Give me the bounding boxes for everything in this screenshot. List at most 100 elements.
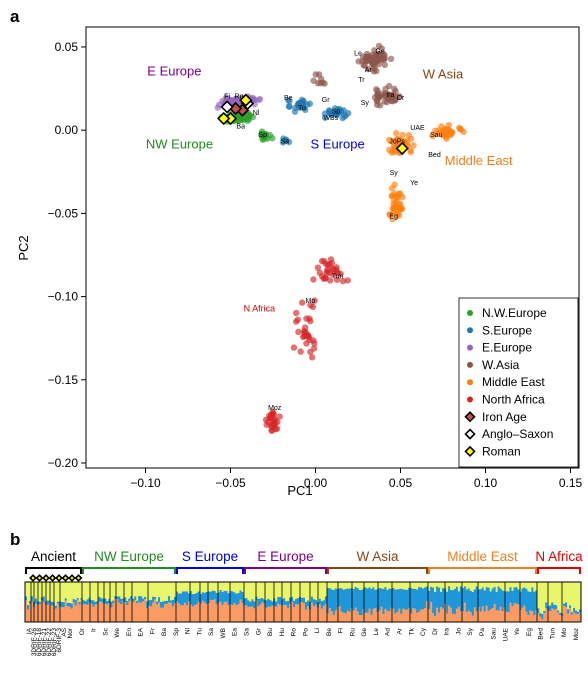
ancestry-segment: [372, 582, 375, 588]
sample-point: [392, 130, 400, 137]
ancestry-segment: [257, 606, 260, 622]
population-label: Tun: [332, 273, 344, 280]
x-tick-label: 0.00: [304, 476, 328, 490]
ancestry-segment: [148, 605, 151, 622]
ancestry-segment: [126, 605, 129, 622]
ancestry-segment: [447, 582, 451, 587]
ancestry-segment: [352, 582, 355, 589]
ancestry-segment: [289, 597, 292, 605]
sample-label: Cy: [420, 627, 427, 636]
sample-label: Tu: [196, 628, 203, 636]
ancestry-segment: [154, 599, 157, 622]
ancestry-segment: [465, 589, 469, 612]
sample-point: [322, 260, 329, 268]
ancestry-segment: [519, 591, 522, 610]
population-label: Nl: [253, 110, 260, 117]
y-tick-label: −0.15: [48, 373, 79, 387]
sample-point: [302, 329, 309, 336]
ancestry-segment: [116, 599, 119, 622]
ancestry-segment: [205, 582, 208, 592]
ancestry-segment: [555, 582, 558, 606]
ancestry-segment: [563, 605, 566, 622]
ancestry-segment: [150, 606, 153, 622]
ancestry-segment: [249, 606, 252, 622]
legend-dot: [467, 327, 473, 334]
ancestry-segment: [348, 611, 351, 622]
population-label: Ru: [235, 94, 244, 101]
population-label: Sy: [390, 170, 399, 177]
ancestry-segment: [422, 582, 425, 589]
sample-point: [405, 132, 413, 139]
population-label: Ge: [375, 49, 384, 56]
ancestry-segment: [346, 588, 349, 611]
ancestry-segment: [573, 612, 576, 622]
ancestry-segment: [106, 604, 109, 622]
ancestry-segment: [394, 589, 397, 614]
ancestry-segment: [90, 600, 93, 604]
ancestry-segment: [539, 582, 542, 614]
ancestry-segment: [442, 608, 445, 622]
ancestry-segment: [400, 588, 403, 614]
ancestry-segment: [259, 604, 262, 622]
ancestry-segment: [396, 589, 399, 612]
ancestry-segment: [28, 582, 32, 601]
ancestry-segment: [326, 587, 330, 614]
ancestry-segment: [324, 603, 328, 622]
ancestry-segment: [231, 582, 234, 592]
ancestry-segment: [140, 596, 143, 603]
ancestry-segment: [46, 600, 50, 605]
ancestry-segment: [473, 589, 477, 608]
legend-label: E.Europe: [482, 341, 532, 355]
ancestry-segment: [263, 582, 266, 600]
ancestry-segment: [251, 582, 254, 600]
ancestry-segment: [475, 582, 479, 587]
sample-label: Ira: [444, 628, 451, 636]
ancestry-segment: [189, 582, 193, 592]
ancestry-segment: [378, 610, 381, 622]
ancestry-segment: [414, 608, 417, 622]
ancestry-segment: [146, 601, 149, 608]
group-bracket: [428, 567, 537, 574]
ancestry-segment: [531, 582, 534, 588]
ancestry-segment: [330, 589, 334, 612]
ancestry-segment: [142, 598, 145, 602]
ancestry-segment: [537, 608, 540, 614]
ancestry-segment: [233, 592, 236, 603]
ancestry-segment: [237, 582, 240, 593]
ancestry-segment: [565, 582, 568, 603]
ancestry-segment: [571, 612, 574, 615]
sample-point: [307, 302, 314, 309]
ancestry-segment: [297, 604, 300, 622]
ancestry-segment: [287, 608, 290, 622]
ancestry-segment: [459, 582, 463, 587]
population-label: Tr: [358, 77, 365, 84]
sample-point: [410, 142, 417, 149]
ancestry-segment: [50, 605, 54, 622]
ancestry-segment: [98, 596, 101, 602]
ancestry-segment: [416, 589, 419, 613]
ancestry-segment: [189, 591, 193, 605]
ancestry-segment: [158, 597, 161, 603]
ancestry-segment: [203, 592, 206, 603]
ancestry-segment: [543, 613, 546, 622]
ancestry-segment: [312, 599, 316, 607]
ancestry-segment: [275, 606, 278, 622]
ancestry-segment: [263, 603, 266, 622]
ancestry-segment: [326, 613, 330, 622]
sample-point: [258, 131, 265, 138]
ancestry-segment: [326, 582, 330, 588]
ancestry-segment: [436, 607, 439, 622]
ancestry-segment: [424, 587, 427, 609]
ancestry-segment: [255, 582, 258, 597]
ancestry-segment: [499, 588, 502, 607]
ancestry-segment: [102, 582, 105, 599]
ancestry-segment: [160, 601, 163, 608]
ancestry-segment: [38, 582, 42, 602]
ancestry-segment: [374, 589, 377, 608]
ancestry-segment: [235, 593, 238, 606]
ancestry-segment: [525, 588, 528, 612]
sample-point: [266, 131, 274, 139]
population-label: Sa: [281, 138, 290, 145]
ancestry-segment: [233, 582, 236, 593]
ancestry-segment: [477, 589, 481, 608]
